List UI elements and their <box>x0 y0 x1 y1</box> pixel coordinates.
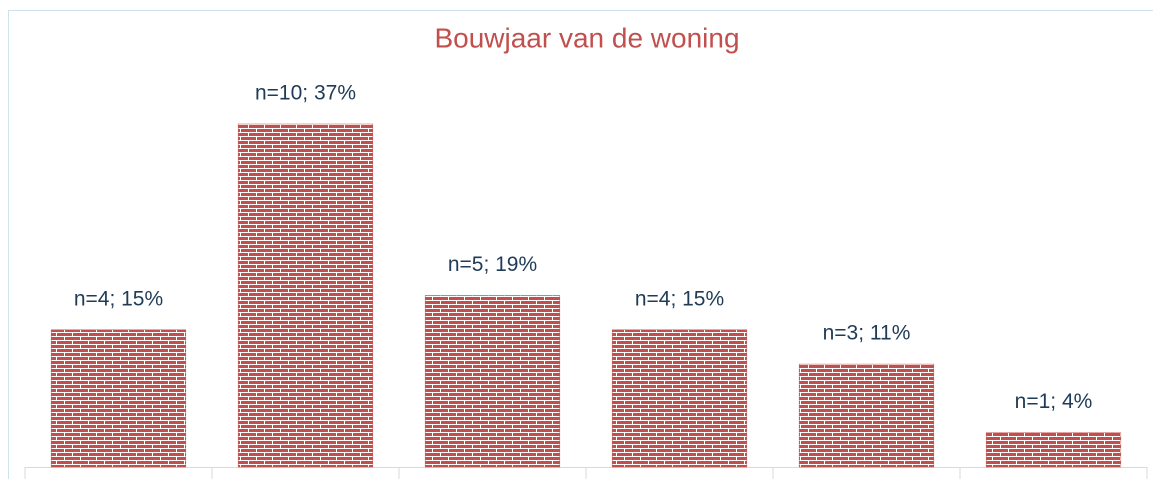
data-label: n=3; 11% <box>823 322 911 345</box>
data-label: n=10; 37% <box>255 82 356 105</box>
data-label: n=4; 15% <box>74 287 163 310</box>
data-label: n=4; 15% <box>635 287 724 310</box>
bar <box>611 329 748 468</box>
data-label: n=1; 4% <box>1015 390 1093 413</box>
bar <box>798 363 935 468</box>
chart-frame <box>8 10 1153 479</box>
bar <box>985 432 1122 468</box>
data-label: n=5; 19% <box>448 253 537 276</box>
bar <box>50 329 187 468</box>
bar <box>424 295 561 468</box>
bar <box>237 123 374 468</box>
chart-title: Bouwjaar van de woning <box>434 22 739 53</box>
